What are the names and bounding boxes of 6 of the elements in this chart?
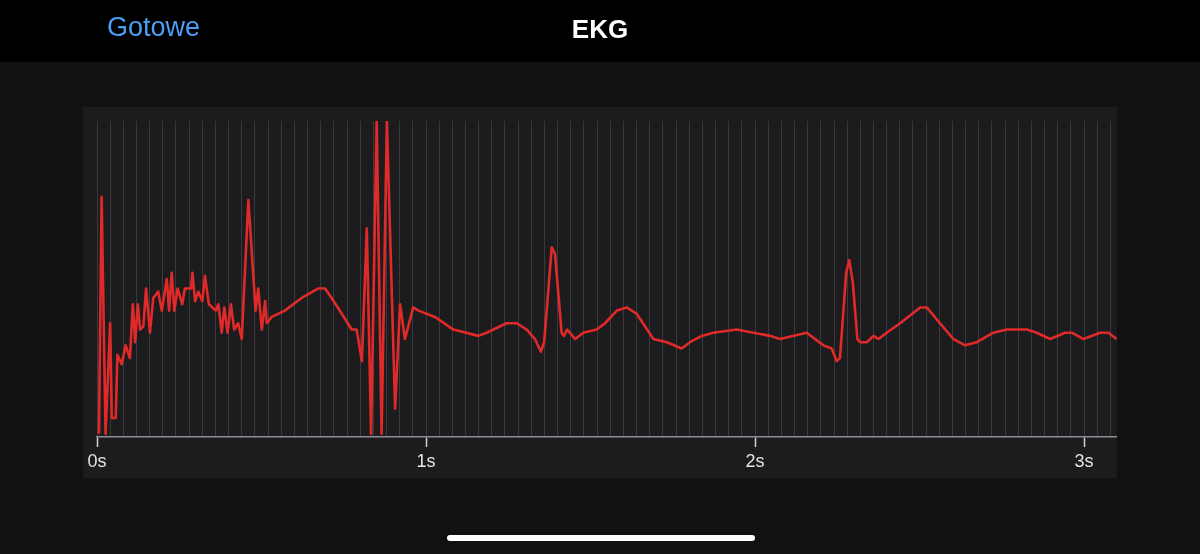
x-tick-label: 2s	[745, 450, 765, 471]
text: Gotowe	[107, 12, 201, 43]
x-tick-label: 1s	[416, 450, 436, 471]
x-tick-label: 0s	[87, 450, 107, 471]
x-tick-label: 3s	[1074, 450, 1094, 471]
chart-title: EKG	[571, 14, 629, 44]
